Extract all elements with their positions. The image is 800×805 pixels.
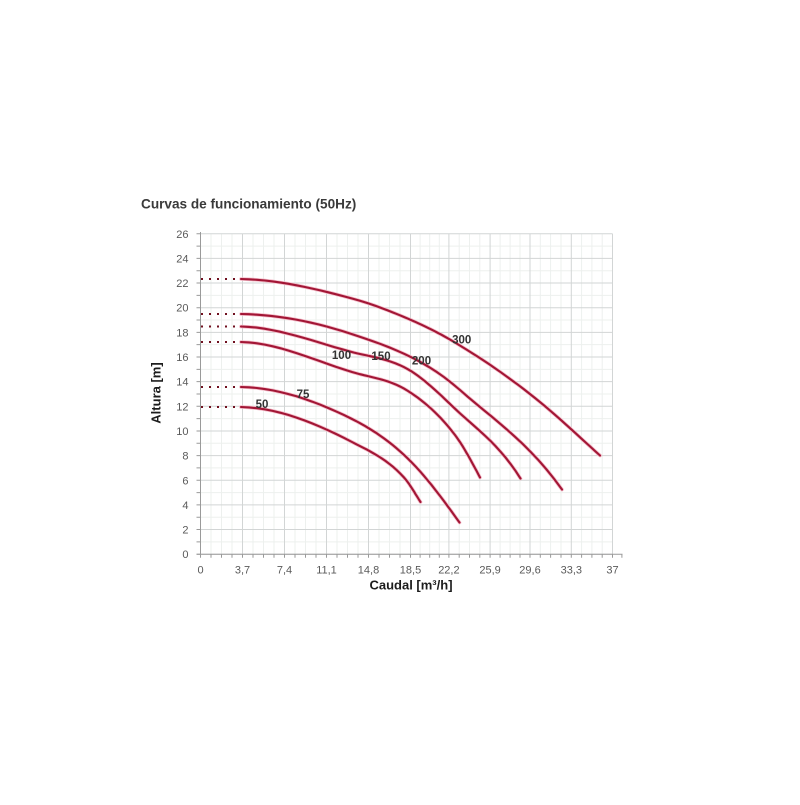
svg-text:18: 18 [176, 327, 188, 339]
svg-text:37: 37 [606, 565, 618, 577]
svg-text:6: 6 [182, 475, 188, 487]
svg-text:18,5: 18,5 [400, 565, 421, 577]
svg-text:20: 20 [176, 303, 188, 315]
svg-text:50: 50 [256, 399, 269, 411]
svg-text:24: 24 [176, 253, 188, 265]
svg-text:75: 75 [297, 389, 310, 401]
svg-text:8: 8 [182, 451, 188, 463]
svg-text:10: 10 [176, 426, 188, 438]
svg-text:29,6: 29,6 [519, 565, 540, 577]
svg-text:Curvas de funcionamiento (50Hz: Curvas de funcionamiento (50Hz) [141, 197, 356, 212]
svg-text:22,2: 22,2 [438, 565, 459, 577]
svg-text:22: 22 [176, 278, 188, 290]
svg-text:150: 150 [371, 351, 390, 363]
svg-text:16: 16 [176, 352, 188, 364]
svg-text:200: 200 [412, 356, 431, 368]
svg-text:300: 300 [452, 335, 471, 347]
svg-text:12: 12 [176, 401, 188, 413]
svg-text:7,4: 7,4 [277, 565, 292, 577]
svg-text:0: 0 [182, 549, 188, 561]
svg-text:26: 26 [176, 229, 188, 241]
svg-text:14: 14 [176, 377, 188, 389]
svg-text:Caudal [m³/h]: Caudal [m³/h] [369, 578, 452, 593]
svg-text:14,8: 14,8 [358, 565, 379, 577]
svg-text:Altura [m]: Altura [m] [149, 362, 164, 423]
svg-text:11,1: 11,1 [316, 565, 337, 577]
svg-text:4: 4 [182, 500, 188, 512]
svg-text:0: 0 [197, 565, 203, 577]
svg-text:100: 100 [332, 350, 351, 362]
svg-text:2: 2 [182, 525, 188, 537]
svg-text:33,3: 33,3 [561, 565, 582, 577]
svg-text:3,7: 3,7 [235, 565, 250, 577]
svg-text:25,9: 25,9 [479, 565, 500, 577]
